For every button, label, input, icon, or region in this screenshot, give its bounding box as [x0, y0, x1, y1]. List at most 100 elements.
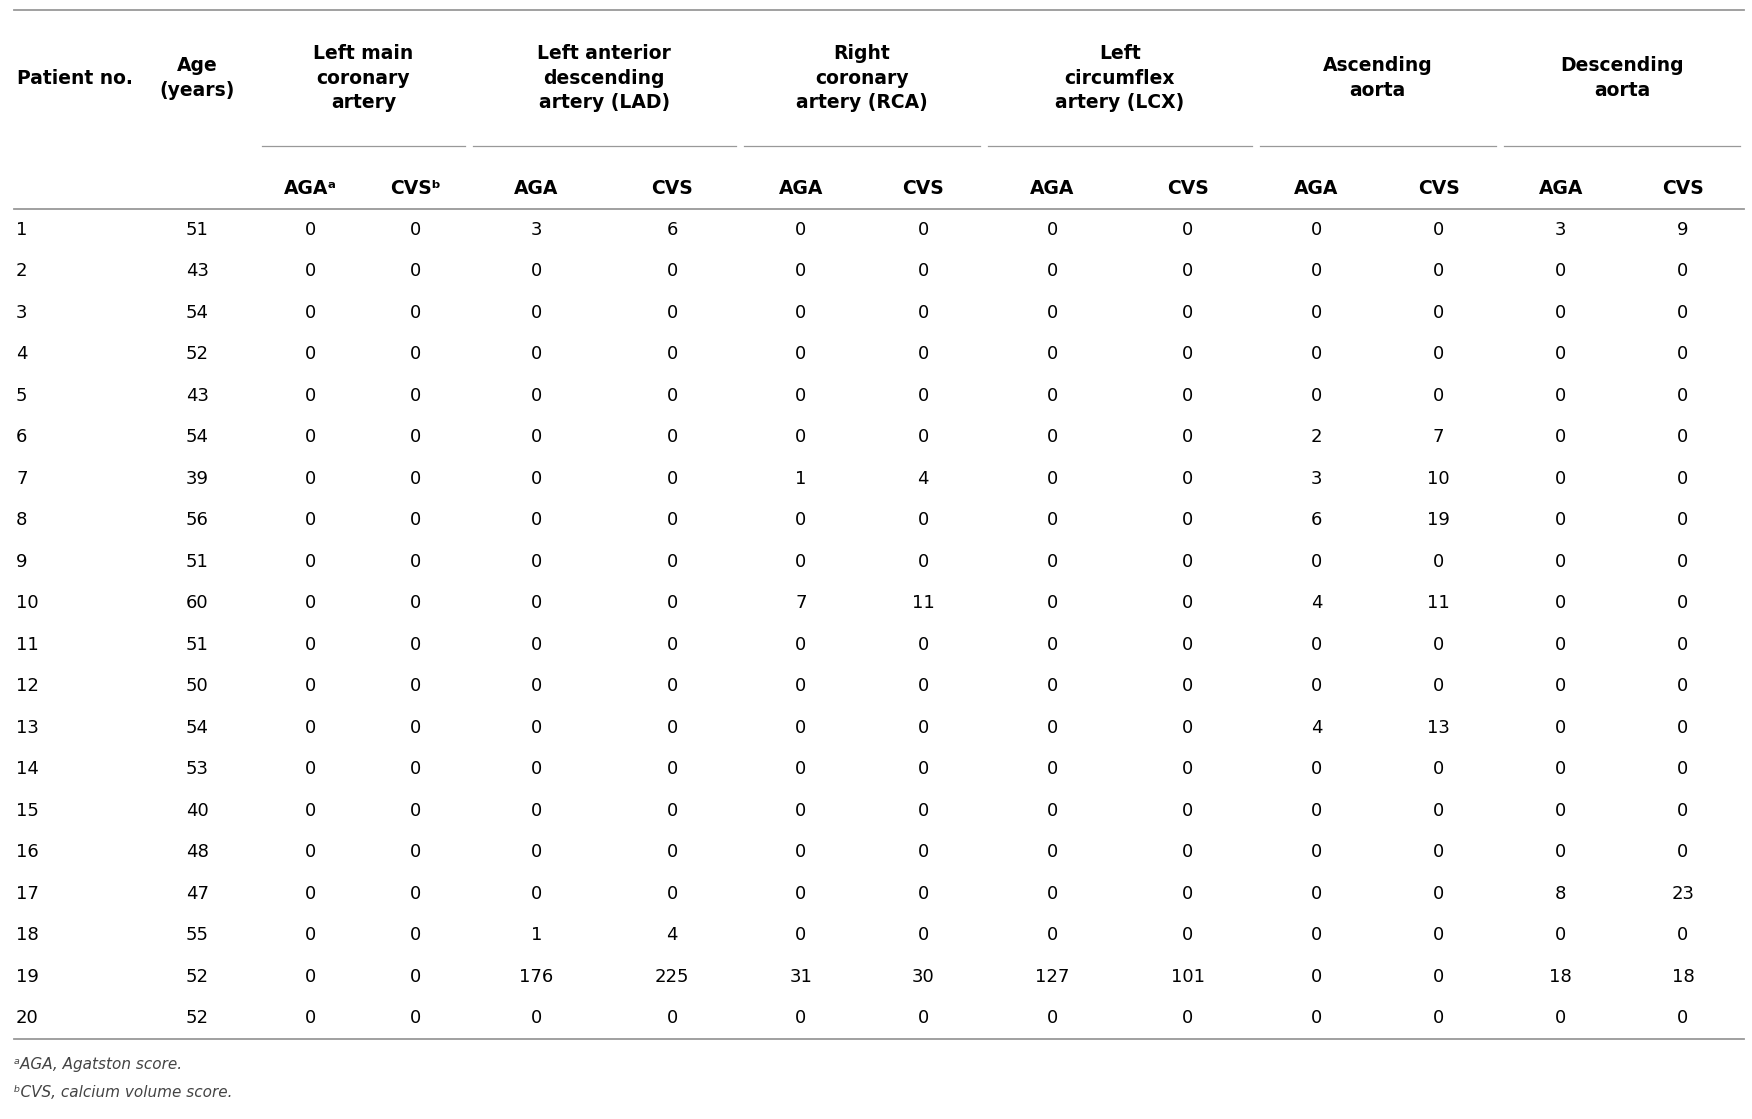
Text: 47: 47	[186, 885, 208, 903]
Text: 0: 0	[1046, 262, 1058, 280]
Text: 0: 0	[1556, 1009, 1566, 1027]
Text: 9: 9	[1677, 220, 1689, 238]
Text: 0: 0	[666, 387, 678, 405]
Text: 0: 0	[1677, 801, 1689, 820]
Text: 0: 0	[305, 429, 317, 446]
Text: 0: 0	[795, 429, 806, 446]
Text: 0: 0	[1046, 594, 1058, 612]
Text: 0: 0	[531, 760, 541, 778]
Text: 0: 0	[1677, 927, 1689, 944]
Text: 0: 0	[1183, 511, 1193, 529]
Text: 48: 48	[186, 844, 208, 862]
Text: 6: 6	[16, 429, 28, 446]
Text: 0: 0	[918, 636, 929, 653]
Text: 101: 101	[1170, 968, 1205, 986]
Text: 0: 0	[531, 346, 541, 364]
Text: 0: 0	[305, 677, 317, 695]
Text: 0: 0	[666, 553, 678, 571]
Text: 0: 0	[1677, 511, 1689, 529]
Text: 4: 4	[16, 346, 28, 364]
Text: 12: 12	[16, 677, 39, 695]
Text: 0: 0	[918, 220, 929, 238]
Text: 10: 10	[1428, 470, 1451, 488]
Text: 0: 0	[410, 636, 422, 653]
Text: 60: 60	[186, 594, 208, 612]
Text: 0: 0	[795, 844, 806, 862]
Text: 0: 0	[795, 1009, 806, 1027]
Text: 0: 0	[1556, 346, 1566, 364]
Text: 0: 0	[1310, 387, 1323, 405]
Text: 0: 0	[1433, 844, 1444, 862]
Text: 0: 0	[305, 594, 317, 612]
Text: 0: 0	[410, 801, 422, 820]
Text: 0: 0	[305, 511, 317, 529]
Text: 0: 0	[1183, 1009, 1193, 1027]
Text: 13: 13	[16, 718, 39, 736]
Text: 52: 52	[186, 346, 208, 364]
Text: 0: 0	[918, 844, 929, 862]
Text: 5: 5	[16, 387, 28, 405]
Text: 0: 0	[1677, 553, 1689, 571]
Text: 0: 0	[1556, 636, 1566, 653]
Text: 39: 39	[186, 470, 208, 488]
Text: 0: 0	[531, 511, 541, 529]
Text: 0: 0	[305, 885, 317, 903]
Text: 2: 2	[16, 262, 28, 280]
Text: 0: 0	[1183, 718, 1193, 736]
Text: 0: 0	[531, 303, 541, 322]
Text: 30: 30	[911, 968, 934, 986]
Text: 0: 0	[531, 1009, 541, 1027]
Text: 0: 0	[666, 760, 678, 778]
Text: 0: 0	[918, 553, 929, 571]
Text: 0: 0	[918, 677, 929, 695]
Text: 0: 0	[795, 553, 806, 571]
Text: 31: 31	[790, 968, 813, 986]
Text: 0: 0	[1433, 677, 1444, 695]
Text: 0: 0	[1677, 677, 1689, 695]
Text: 0: 0	[1183, 885, 1193, 903]
Text: 0: 0	[305, 553, 317, 571]
Text: 18: 18	[1549, 968, 1572, 986]
Text: CVSᵇ: CVSᵇ	[391, 179, 442, 198]
Text: 52: 52	[186, 968, 208, 986]
Text: 11: 11	[911, 594, 934, 612]
Text: 1: 1	[531, 927, 541, 944]
Text: 0: 0	[305, 636, 317, 653]
Text: 0: 0	[305, 220, 317, 238]
Text: 0: 0	[1677, 844, 1689, 862]
Text: Descending
aorta: Descending aorta	[1559, 56, 1684, 100]
Text: 0: 0	[795, 760, 806, 778]
Text: 4: 4	[1310, 594, 1323, 612]
Text: 54: 54	[186, 303, 208, 322]
Text: 0: 0	[1433, 262, 1444, 280]
Text: 11: 11	[1428, 594, 1451, 612]
Text: 3: 3	[1310, 470, 1323, 488]
Text: 19: 19	[1428, 511, 1451, 529]
Text: 0: 0	[1183, 470, 1193, 488]
Text: 16: 16	[16, 844, 39, 862]
Text: 0: 0	[410, 594, 422, 612]
Text: Patient no.: Patient no.	[18, 68, 133, 87]
Text: 0: 0	[1046, 927, 1058, 944]
Text: 0: 0	[1046, 760, 1058, 778]
Text: Left anterior
descending
artery (LAD): Left anterior descending artery (LAD)	[538, 45, 671, 112]
Text: 23: 23	[1671, 885, 1694, 903]
Text: 0: 0	[1046, 1009, 1058, 1027]
Text: 0: 0	[1183, 927, 1193, 944]
Text: 0: 0	[1310, 346, 1323, 364]
Text: 0: 0	[531, 594, 541, 612]
Text: 0: 0	[305, 346, 317, 364]
Text: 0: 0	[1556, 927, 1566, 944]
Text: 0: 0	[1046, 553, 1058, 571]
Text: 0: 0	[1677, 303, 1689, 322]
Text: 0: 0	[1046, 636, 1058, 653]
Text: 0: 0	[1046, 844, 1058, 862]
Text: 0: 0	[1677, 594, 1689, 612]
Text: 0: 0	[1677, 760, 1689, 778]
Text: 0: 0	[1556, 594, 1566, 612]
Text: 0: 0	[1046, 429, 1058, 446]
Text: 0: 0	[918, 760, 929, 778]
Text: 0: 0	[795, 636, 806, 653]
Text: 0: 0	[666, 346, 678, 364]
Text: 0: 0	[410, 760, 422, 778]
